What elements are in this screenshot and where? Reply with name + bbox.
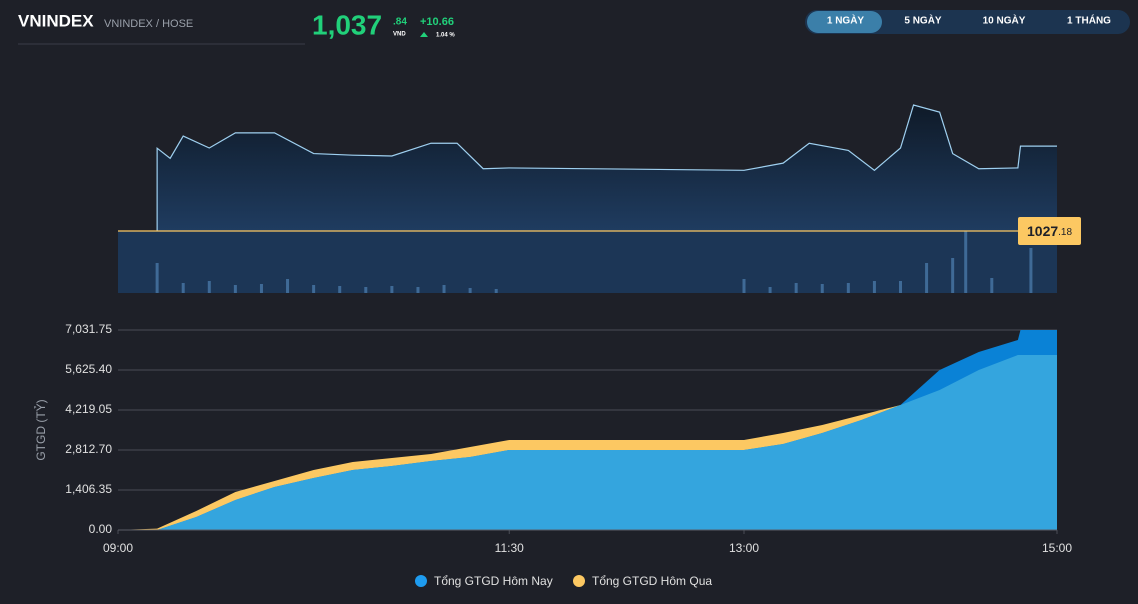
y-tick-label: 1,406.35 <box>65 482 112 496</box>
tab-active-bg <box>807 11 882 33</box>
legend-marker <box>573 575 585 587</box>
reference-label: 1027.18 <box>1027 223 1072 239</box>
reference-label-bg <box>1018 217 1081 245</box>
volume-bar <box>925 263 929 293</box>
y-axis-label: GTGD (TỶ) <box>33 399 48 460</box>
tab[interactable]: 1 NGÀY <box>827 14 865 27</box>
volume-bar <box>207 281 211 293</box>
currency: VND <box>393 32 406 38</box>
volume-bar <box>1029 248 1033 293</box>
x-tick-label: 15:00 <box>1042 541 1072 555</box>
volume-bar <box>820 284 824 293</box>
x-tick-label: 09:00 <box>103 541 133 555</box>
tab[interactable]: 1 THÁNG <box>1067 14 1111 27</box>
tab[interactable]: 5 NGÀY <box>904 14 942 27</box>
volume-bar <box>364 287 368 293</box>
reference-dec: .18 <box>1058 227 1072 238</box>
volume-bar <box>390 286 394 293</box>
y-tick-label: 4,219.05 <box>65 402 112 416</box>
volume-bar <box>846 283 850 293</box>
volume-bar <box>286 279 290 293</box>
volume-bar <box>872 281 876 293</box>
price: 1,037 <box>312 9 382 40</box>
legend-label[interactable]: Tổng GTGD Hôm Nay <box>434 574 553 588</box>
change: +10.66 <box>420 16 454 28</box>
up-arrow <box>420 32 428 37</box>
y-tick-label: 2,812.70 <box>65 442 112 456</box>
volume-bar <box>742 279 746 293</box>
volume-bar <box>312 285 316 293</box>
y-tick-label: 0.00 <box>89 522 113 536</box>
volume-bar <box>416 287 420 293</box>
volume-bar <box>468 288 472 293</box>
volume-bar <box>768 287 772 293</box>
volume-bar <box>794 283 798 293</box>
volume-bar <box>338 286 342 293</box>
volume-bar <box>155 263 159 293</box>
volume-bar <box>259 284 263 293</box>
reference-int: 1027 <box>1027 223 1058 239</box>
price-line <box>156 104 1057 231</box>
volume-panel <box>118 231 1057 293</box>
price-area <box>157 105 1057 231</box>
symbol: VNINDEX <box>18 11 94 30</box>
y-tick-label: 5,625.40 <box>65 362 112 376</box>
volume-bar <box>951 258 955 293</box>
volume-bar <box>964 231 968 293</box>
volume-bar <box>899 281 902 293</box>
price-decimal: .84 <box>393 17 407 28</box>
legend-label[interactable]: Tổng GTGD Hôm Qua <box>592 574 712 588</box>
tab[interactable]: 10 NGÀY <box>983 14 1026 27</box>
legend-marker <box>415 575 427 587</box>
volume-bar <box>990 278 994 293</box>
volume-bar <box>181 283 185 293</box>
exchange: VNINDEX / HOSE <box>104 18 193 30</box>
x-tick-label: 11:30 <box>495 541 524 555</box>
volume-bar <box>442 285 446 293</box>
x-tick-label: 13:00 <box>729 541 759 555</box>
change-pct: 1.04 % <box>436 33 455 39</box>
tab-bar <box>805 10 1130 34</box>
volume-bar <box>494 289 498 293</box>
y-tick-label: 7,031.75 <box>65 322 112 336</box>
volume-bar <box>233 285 237 293</box>
